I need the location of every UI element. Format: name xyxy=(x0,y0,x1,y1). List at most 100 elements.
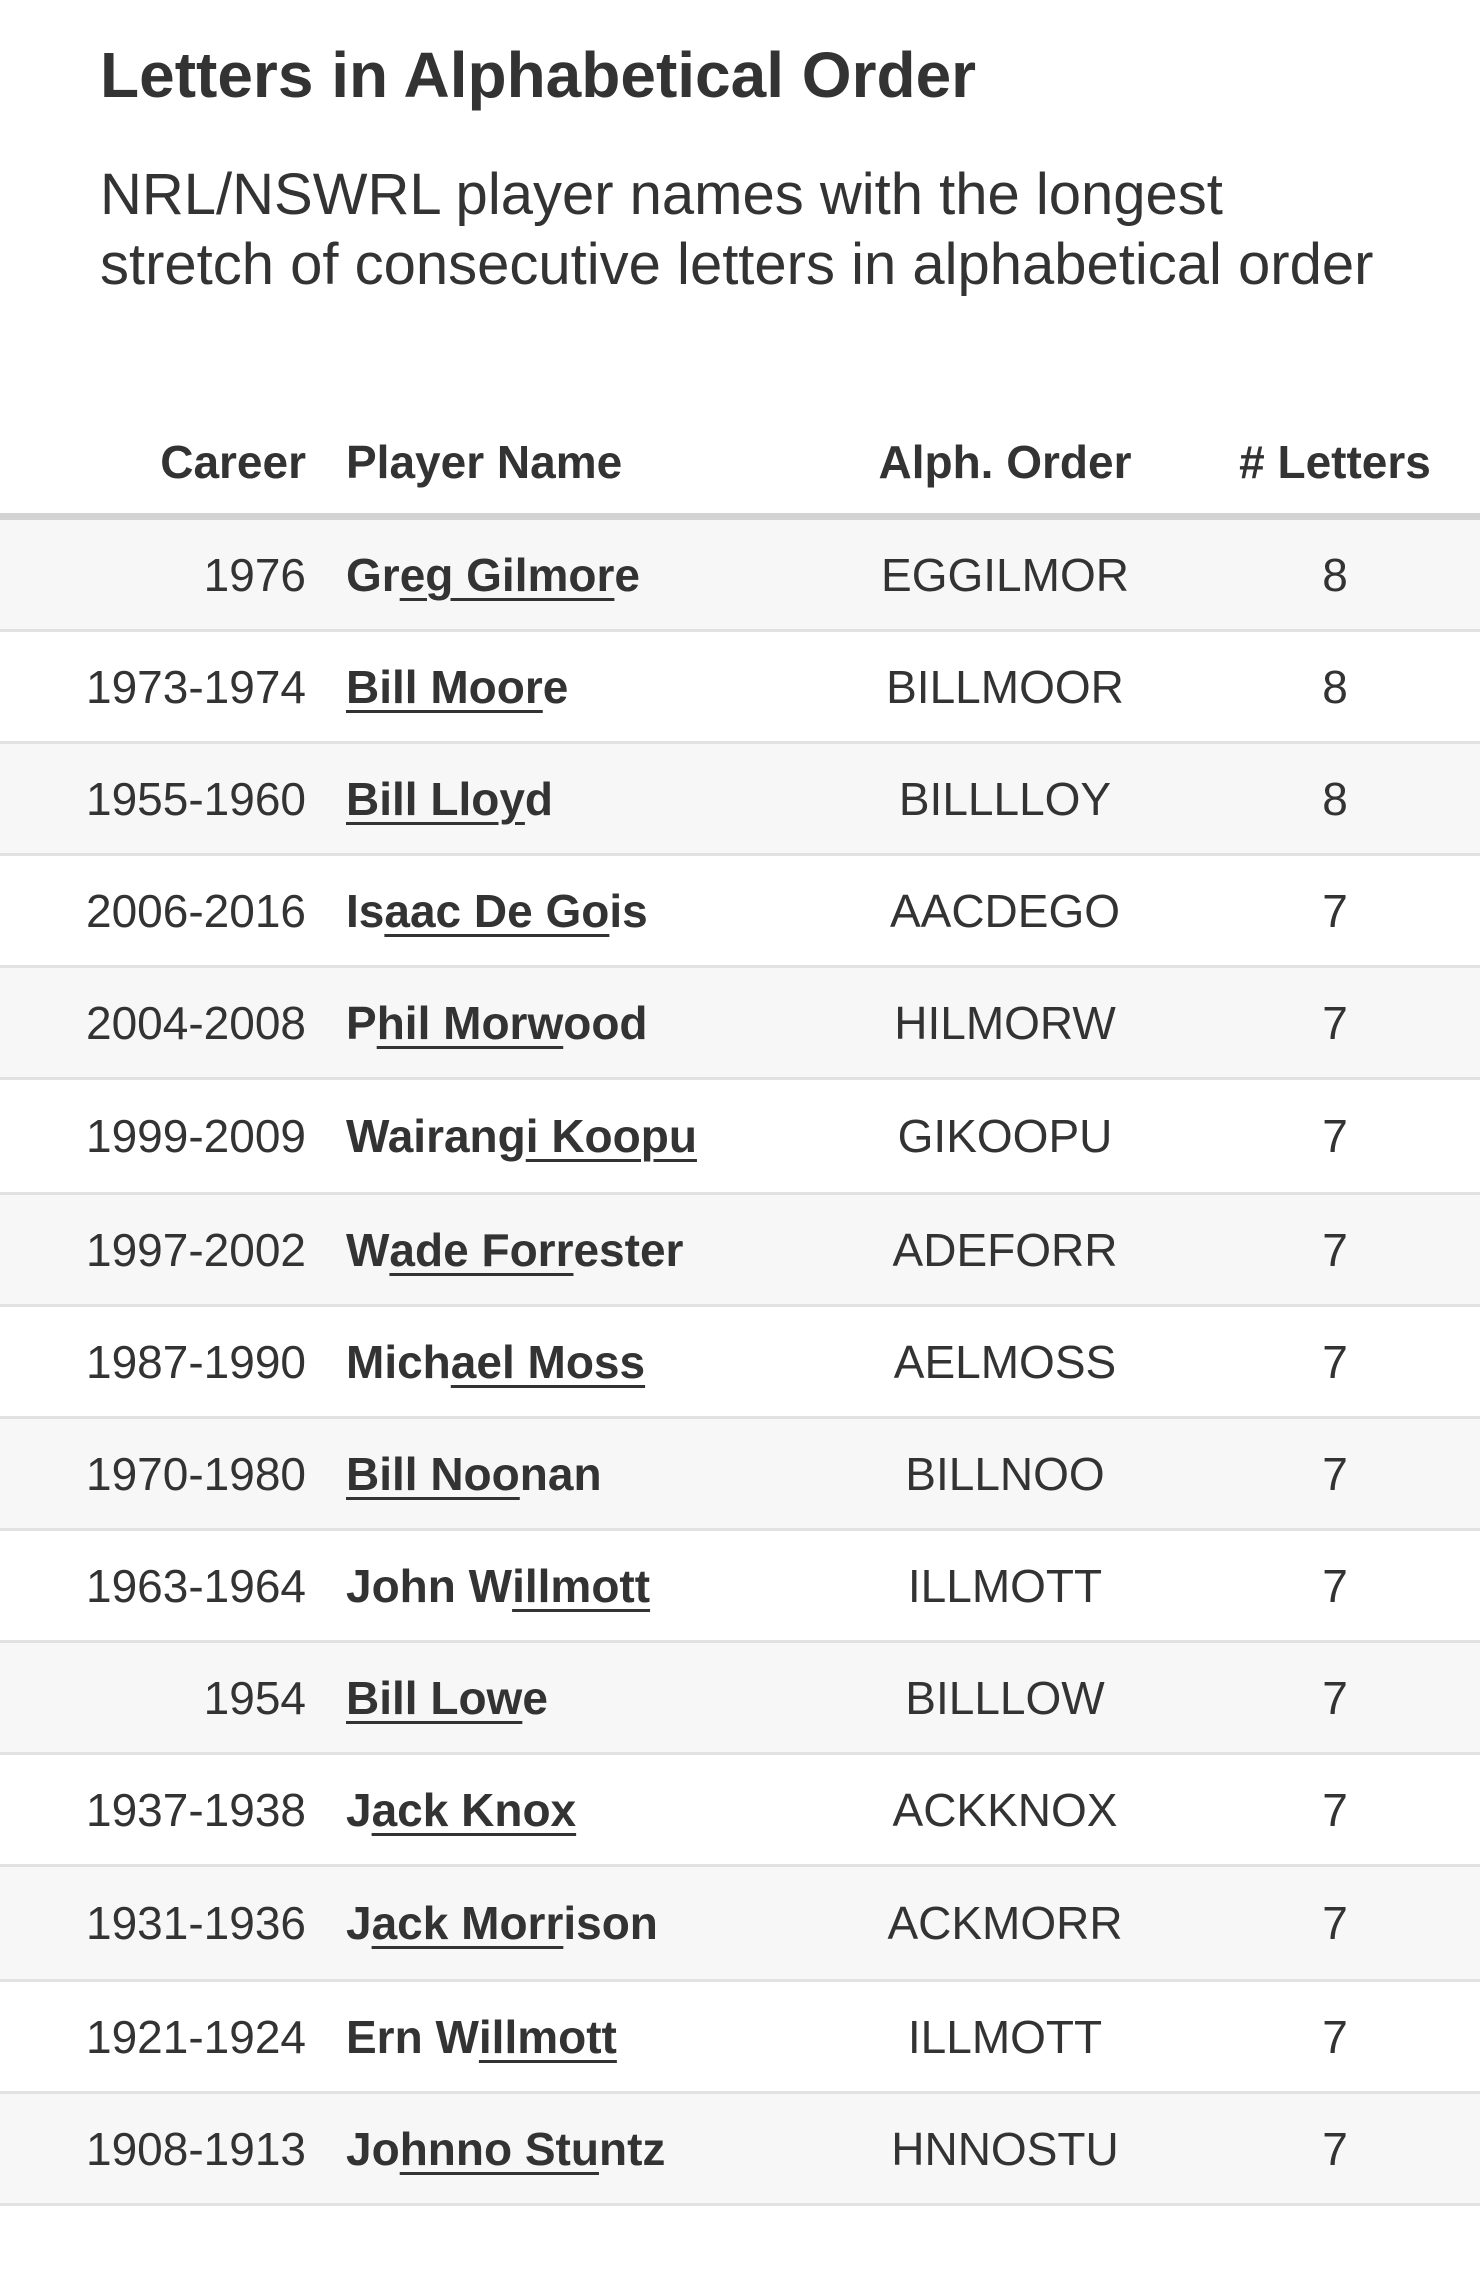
player-name-cell: Jo hnno Stu ntz xyxy=(346,2094,866,2203)
player-name-part: ntz xyxy=(598,2122,666,2175)
alph-order-cell: AACDEGO xyxy=(889,884,1121,937)
player-name-part: Wairang xyxy=(346,1110,526,1162)
alphabetical-run-highlight: hnno Stu xyxy=(399,2122,599,2175)
player-name-cell: Bill Lloy d xyxy=(346,744,866,853)
letters-count-cell: 7 xyxy=(1322,1223,1348,1276)
player-name-part: e xyxy=(614,548,640,601)
column-header-career: Career xyxy=(160,435,306,488)
alphabetical-run-highlight: ael Moss xyxy=(450,1335,646,1388)
alphabetical-run-highlight: Bill Low xyxy=(346,1671,523,1724)
letters-count-cell: 7 xyxy=(1322,1447,1348,1500)
letters-count-cell: 7 xyxy=(1322,2122,1348,2175)
letters-count-cell: 7 xyxy=(1322,1671,1348,1724)
player-name-cell: Wairang i Koopu xyxy=(346,1080,866,1192)
alphabetical-run-highlight: i Koopu xyxy=(525,1110,697,1162)
table-row: 1954 Bill Low e BILLLOW 7 xyxy=(0,1643,1480,1755)
letters-count-cell: 7 xyxy=(1322,884,1348,937)
alph-order-cell: BILLLLOY xyxy=(898,772,1112,825)
alphabetical-run-highlight: eg Gilmor xyxy=(399,548,615,601)
player-name-part: ison xyxy=(563,1897,658,1949)
alph-order-cell: BILLNOO xyxy=(905,1447,1105,1500)
alph-order-cell: AELMOSS xyxy=(893,1335,1117,1388)
table-body: 1976 Gr eg Gilmor e EGGILMOR 8 1973-1974 Bill M… xyxy=(0,520,1480,2206)
column-header-player-name: Player Name xyxy=(346,435,623,488)
player-name-part: W xyxy=(346,1223,390,1276)
letters-count-cell: 7 xyxy=(1322,1559,1348,1612)
career-cell: 1997-2002 xyxy=(86,1223,306,1276)
alph-order-cell: ILLMOTT xyxy=(907,1559,1103,1612)
player-name-part: e xyxy=(522,1671,548,1724)
player-name-part: J xyxy=(346,1897,372,1949)
player-name-part: Gr xyxy=(346,548,400,601)
alph-order-cell: BILLLOW xyxy=(905,1671,1105,1724)
alphabetical-run-highlight: hil Morw xyxy=(376,996,564,1049)
alphabetical-run-highlight: aac De Go xyxy=(384,884,610,937)
career-cell: 1955-1960 xyxy=(86,772,306,825)
career-cell: 2006-2016 xyxy=(86,884,306,937)
alph-order-cell: BILLMOOR xyxy=(886,660,1124,713)
career-cell: 1954 xyxy=(203,1671,306,1724)
player-name-cell: Bill Noo nan xyxy=(346,1419,866,1528)
career-cell: 1937-1938 xyxy=(86,1783,306,1836)
career-cell: 1921-1924 xyxy=(86,2010,306,2063)
player-name-cell: Bill Low e xyxy=(346,1643,866,1752)
table-row: 1976 Gr eg Gilmor e EGGILMOR 8 xyxy=(0,520,1480,632)
career-cell: 1963-1964 xyxy=(86,1559,306,1612)
alph-order-cell: ACKMORR xyxy=(887,1897,1123,1949)
alphabetical-run-highlight: illmott xyxy=(478,2010,617,2063)
player-name-part: J xyxy=(346,1783,372,1836)
column-header-alph-order: Alph. Order xyxy=(878,435,1132,488)
table-row: 1999-2009 Wairang i Koopu GIKOOPU 7 xyxy=(0,1080,1480,1195)
letters-count-cell: 7 xyxy=(1322,2010,1348,2063)
letters-count-cell: 7 xyxy=(1322,1783,1348,1836)
player-name-part: nan xyxy=(519,1447,602,1500)
letters-count-cell: 7 xyxy=(1322,996,1348,1049)
alph-order-cell: EGGILMOR xyxy=(881,548,1129,601)
player-name-cell: Gr eg Gilmor e xyxy=(346,520,866,629)
alph-order-cell: ADEFORR xyxy=(892,1223,1118,1276)
player-name-part: d xyxy=(524,772,554,825)
table-row: 1987-1990 Mich ael Moss AELMOSS 7 xyxy=(0,1307,1480,1419)
table-row: 1970-1980 Bill Noo nan BILLNOO 7 xyxy=(0,1419,1480,1531)
player-name-part: ood xyxy=(563,996,648,1049)
player-name-part: Jo xyxy=(346,2122,400,2175)
letters-count-cell: 7 xyxy=(1322,1110,1348,1162)
career-cell: 2004-2008 xyxy=(86,996,306,1049)
player-name-cell: Is aac De Go is xyxy=(346,856,866,965)
alph-order-cell: ILLMOTT xyxy=(907,2010,1103,2063)
letters-count-cell: 8 xyxy=(1322,548,1348,601)
player-name-part: P xyxy=(346,996,377,1049)
player-name-cell: Mich ael Moss xyxy=(346,1307,866,1416)
player-name-part: Mich xyxy=(346,1335,451,1388)
career-cell: 1970-1980 xyxy=(86,1447,306,1500)
player-name-part: Is xyxy=(346,884,385,937)
table-row: 1973-1974 Bill Moor e BILLMOOR 8 xyxy=(0,632,1480,744)
career-cell: 1973-1974 xyxy=(86,660,306,713)
alphabetical-run-highlight: illmott xyxy=(512,1559,651,1612)
table-row: 2006-2016 Is aac De Go is AACDEGO 7 xyxy=(0,856,1480,968)
alphabetical-run-highlight: Bill Noo xyxy=(346,1447,520,1500)
career-cell: 1987-1990 xyxy=(86,1335,306,1388)
page-title: Letters in Alphabetical Order xyxy=(100,39,977,111)
players-table: Career Player Name Alph. Order # Letters… xyxy=(0,410,1480,2206)
player-name-part: ester xyxy=(573,1223,684,1276)
table-row: 1908-1913 Jo hnno Stu ntz HNNOSTU 7 xyxy=(0,2094,1480,2206)
alphabetical-run-highlight: ack Morr xyxy=(371,1897,564,1949)
career-cell: 1976 xyxy=(203,548,306,601)
letters-count-cell: 7 xyxy=(1322,1897,1348,1949)
table-row: 1955-1960 Bill Lloy d BILLLLOY 8 xyxy=(0,744,1480,856)
player-name-cell: Bill Moor e xyxy=(346,632,866,741)
table-header: Career Player Name Alph. Order # Letters xyxy=(0,410,1480,520)
player-name-part: is xyxy=(609,884,648,937)
